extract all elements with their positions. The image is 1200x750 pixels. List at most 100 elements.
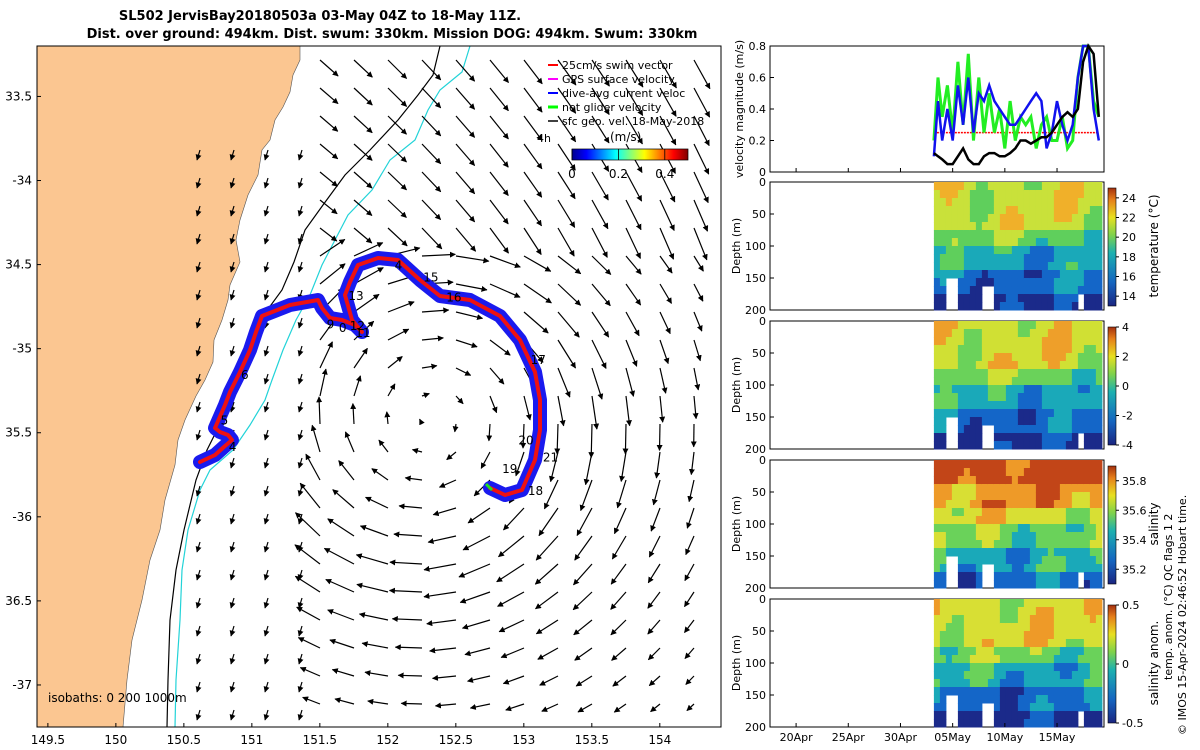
section-cell — [939, 460, 947, 469]
day-label: 13 — [348, 289, 363, 303]
section-cell — [981, 460, 989, 469]
section-cell — [1065, 369, 1073, 378]
section-cell — [1017, 476, 1025, 485]
section-cell — [963, 500, 971, 509]
section-cell — [1065, 572, 1073, 581]
section-cell — [933, 329, 941, 338]
section-cell — [1089, 377, 1097, 386]
velocity-arrow — [195, 233, 202, 245]
section-cell — [969, 353, 977, 362]
section-cell — [1047, 508, 1055, 517]
section-cell — [1083, 671, 1091, 680]
section-cell — [1047, 572, 1055, 581]
velocity-arrow — [659, 87, 677, 117]
section-cell — [1083, 524, 1091, 533]
section-cell — [993, 655, 1001, 664]
section-cell — [1029, 294, 1037, 303]
section-cell — [1011, 540, 1019, 549]
velocity-arrow — [659, 283, 673, 304]
velocity-arrow — [684, 619, 695, 633]
section-cell — [1017, 615, 1025, 624]
section-cell — [957, 369, 965, 378]
section-cell — [969, 369, 977, 378]
velocity-arrow — [195, 541, 202, 553]
section-cell — [1053, 270, 1061, 279]
section-cell — [1023, 246, 1031, 255]
section-cell — [951, 607, 959, 616]
section-cell — [1089, 222, 1097, 231]
section-cell — [933, 286, 941, 295]
section-cell — [1071, 647, 1079, 656]
section-cell — [969, 484, 977, 493]
section-cell — [1041, 425, 1049, 434]
section-cell — [1017, 460, 1025, 469]
section-cell — [1023, 647, 1031, 656]
section-cell — [975, 238, 983, 247]
section-cell — [975, 286, 983, 295]
section-cell — [1035, 484, 1043, 493]
section-cell — [1035, 564, 1043, 573]
section-cell — [1095, 393, 1103, 402]
section-cell — [1047, 345, 1055, 354]
velocity-arrow — [622, 423, 629, 455]
legend-swim-label: 25cm/s swim vector — [562, 59, 673, 72]
velocity-ytick-label: 0 — [759, 166, 766, 179]
section-cell — [969, 270, 977, 279]
velocity-arrow — [625, 283, 642, 306]
section-cell — [1071, 695, 1079, 704]
section-cell — [1047, 409, 1055, 418]
section-cell — [1089, 286, 1097, 295]
section-cell — [945, 214, 953, 223]
section-cell — [1023, 615, 1031, 624]
velocity-arrow — [421, 59, 442, 81]
section-cell — [951, 206, 959, 215]
section-cell — [1071, 329, 1079, 338]
section-cell — [1047, 476, 1055, 485]
section-cell — [1077, 409, 1085, 418]
velocity-arrow — [693, 255, 704, 272]
velocity-arrow — [693, 87, 711, 118]
section-cell — [963, 294, 971, 303]
section-cell — [1041, 262, 1049, 271]
section-cell — [963, 679, 971, 688]
section-cell — [1041, 361, 1049, 370]
velocity-arrow — [195, 709, 202, 721]
velocity-arrow — [263, 541, 270, 553]
section-cell — [969, 532, 977, 541]
section-cell — [1041, 294, 1049, 303]
section-cell — [957, 278, 965, 287]
section-cell — [969, 222, 977, 231]
section-cell — [1095, 337, 1103, 346]
section-cell — [969, 230, 977, 239]
velocity-arrow — [467, 507, 491, 524]
velocity-arrow — [355, 553, 389, 565]
section-cell — [1041, 532, 1049, 541]
section-cell — [963, 230, 971, 239]
section-cell — [1071, 639, 1079, 648]
velocity-arrow — [229, 317, 236, 329]
section-cell — [993, 222, 1001, 231]
section-cell — [1005, 361, 1013, 370]
section-cell — [1029, 433, 1037, 442]
section-cell — [1071, 516, 1079, 525]
velocity-arrow — [523, 255, 552, 272]
section-cell — [933, 679, 941, 688]
section-cell — [993, 484, 1001, 493]
section-cell — [1029, 377, 1037, 386]
section-cell — [1029, 719, 1037, 728]
section-cell — [1071, 548, 1079, 557]
section-cell — [993, 492, 1001, 501]
section-cell — [1089, 599, 1097, 608]
section-cell — [993, 337, 1001, 346]
velocity-arrow — [329, 638, 355, 649]
velocity-arrow — [625, 87, 644, 117]
section-cell — [1005, 687, 1013, 696]
section-cell — [1029, 361, 1037, 370]
section-cell — [1029, 679, 1037, 688]
day-label: 12 — [350, 319, 365, 333]
velocity-arrow — [462, 535, 491, 551]
section-cell — [1095, 532, 1103, 541]
velocity-arrow — [388, 587, 423, 594]
section-cell — [1053, 377, 1061, 386]
